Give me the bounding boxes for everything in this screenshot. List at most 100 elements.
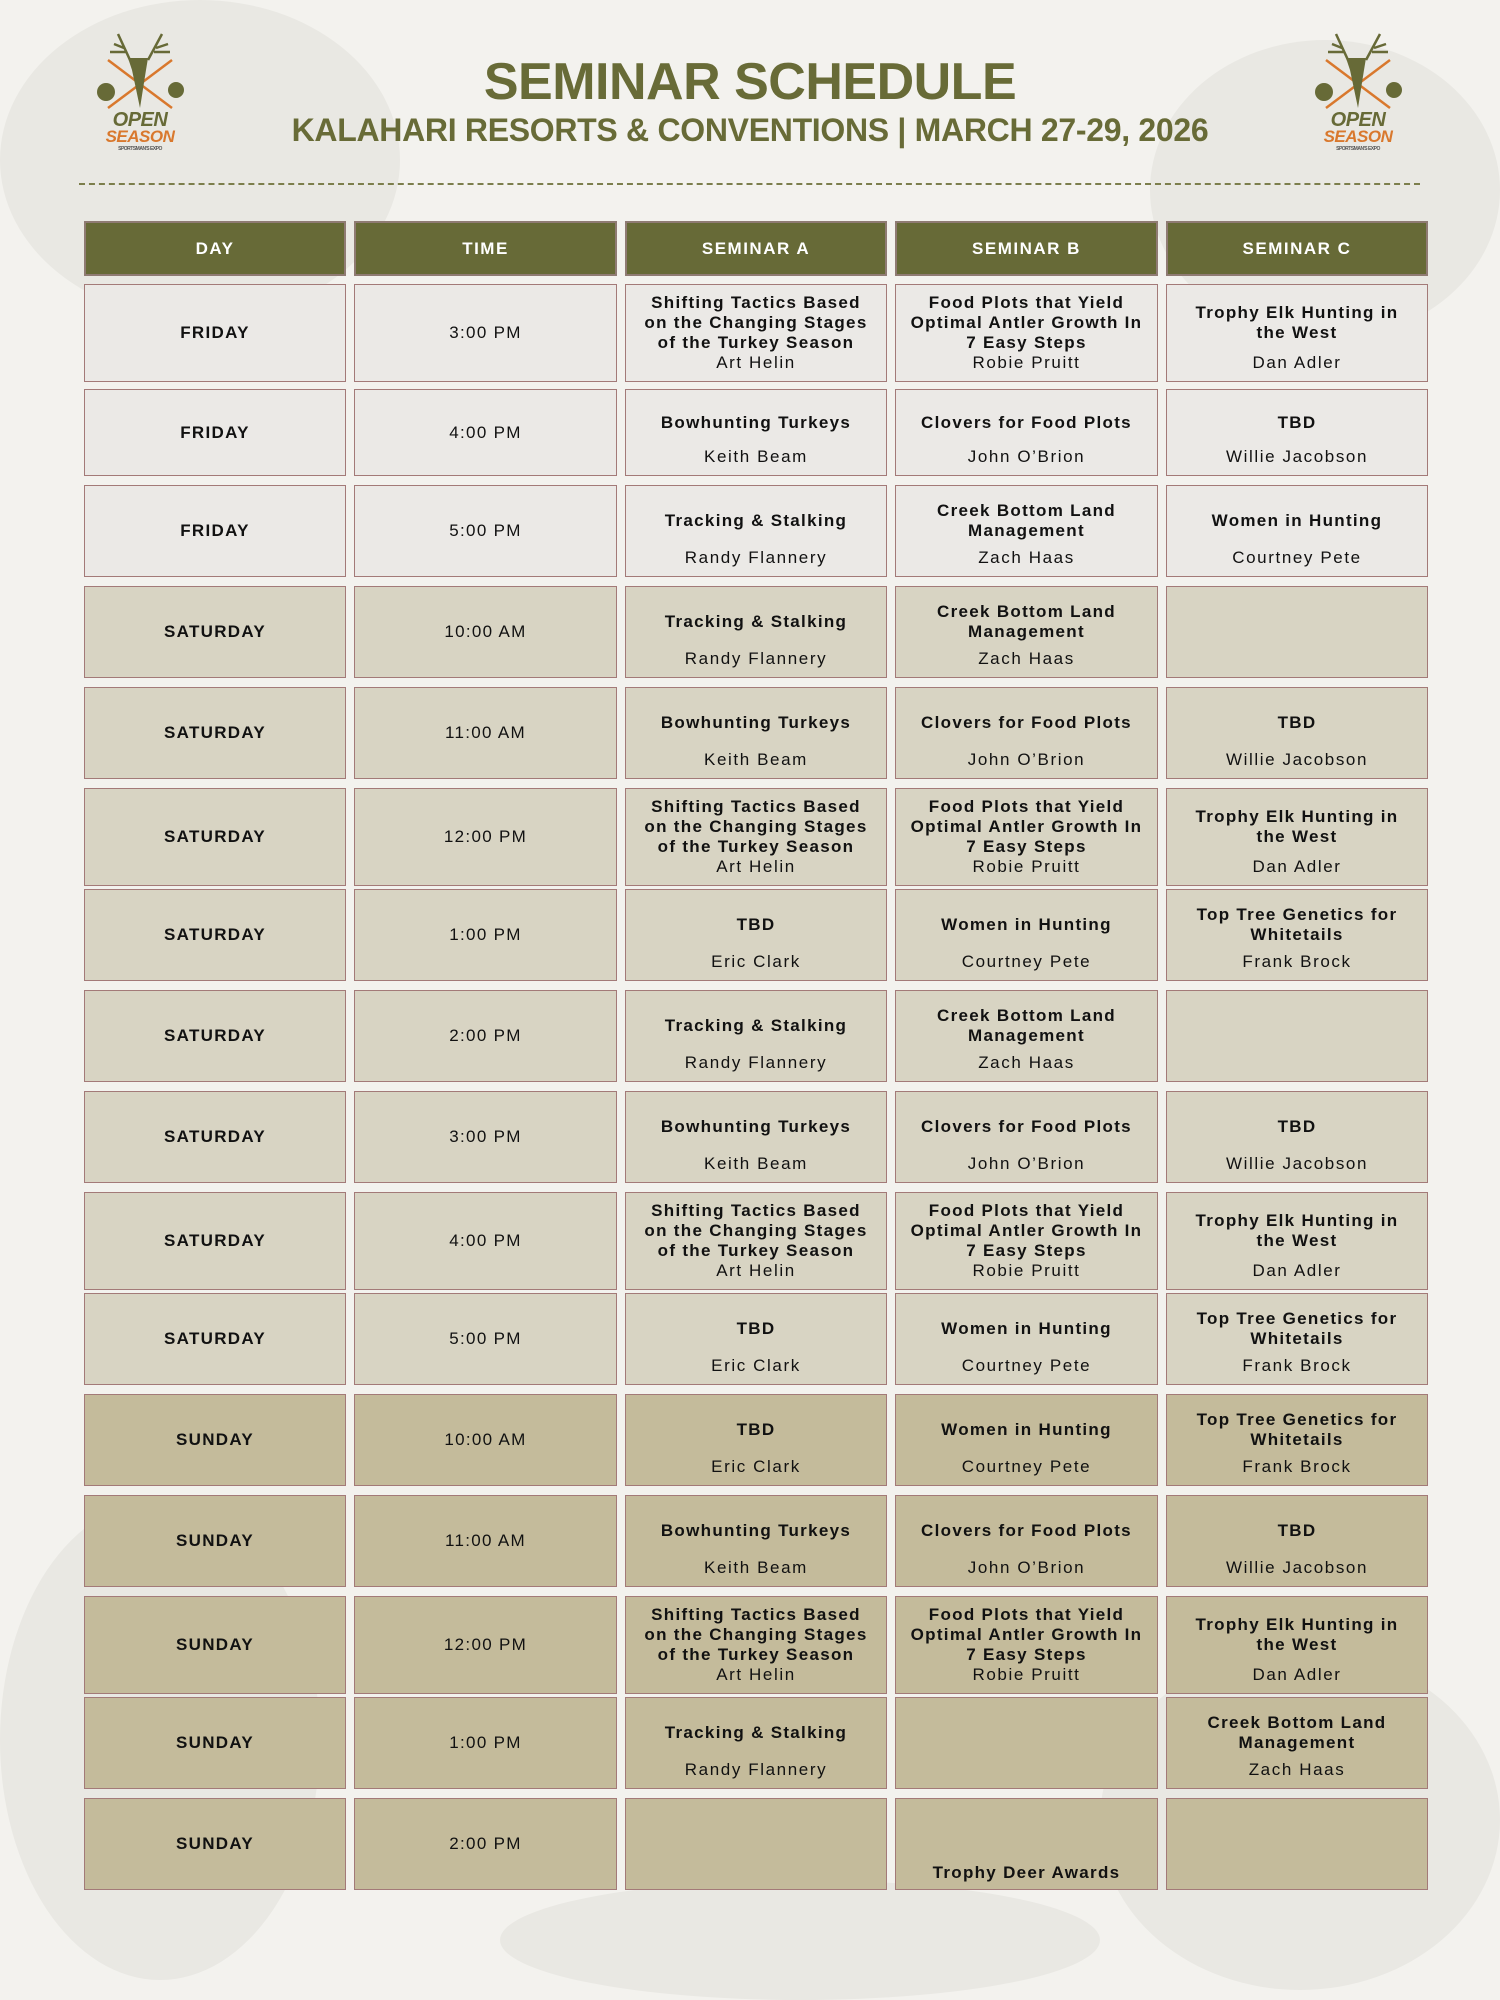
- seminar-b-cell: Creek Bottom Land Management Zach Haas: [895, 485, 1158, 577]
- seminar-b-cell: Creek Bottom Land Management Zach Haas: [895, 586, 1158, 678]
- column-header-seminar-c: SEMINAR C: [1166, 221, 1428, 276]
- seminar-speaker: Frank Brock: [1242, 1356, 1352, 1375]
- day-cell: SATURDAY: [84, 1192, 346, 1290]
- time-label: 4:00 PM: [449, 1231, 522, 1250]
- seminar-speaker: Frank Brock: [1242, 952, 1352, 971]
- seminar-title: Trophy Deer Awards: [932, 1863, 1121, 1882]
- seminar-a-cell: [625, 1798, 887, 1890]
- seminar-a-cell: Shifting Tactics Based on the Changing S…: [625, 788, 887, 886]
- seminar-title: Trophy Elk Hunting in the West: [1195, 1615, 1399, 1654]
- column-header-time: TIME: [354, 221, 617, 276]
- table-row: SATURDAY 5:00 PM TBD Eric Clark Women in Hun…: [84, 1293, 1428, 1385]
- day-cell: SUNDAY: [84, 1495, 346, 1587]
- seminar-speaker: Willie Jacobson: [1225, 447, 1369, 466]
- logo-text: SEASON: [1323, 127, 1393, 146]
- seminar-c-cell: Trophy Elk Hunting in the West Dan Adler: [1166, 1596, 1428, 1694]
- seminar-c-cell: TBD Willie Jacobson: [1166, 687, 1428, 779]
- seminar-speaker: Dan Adler: [1252, 857, 1342, 876]
- seminar-c-cell: TBD Willie Jacobson: [1166, 389, 1428, 476]
- seminar-c-cell: Trophy Elk Hunting in the West Dan Adler: [1166, 788, 1428, 886]
- seminar-title: TBD: [1277, 412, 1317, 432]
- seminar-title: Women in Hunting: [941, 1319, 1112, 1338]
- seminar-speaker: Robie Pruitt: [972, 1261, 1081, 1280]
- seminar-speaker: Dan Adler: [1252, 353, 1342, 372]
- seminar-speaker: Robie Pruitt: [972, 857, 1081, 876]
- seminar-b-cell: Food Plots that Yield Optimal Antler Gro…: [895, 1596, 1158, 1694]
- seminar-title: Creek Bottom Land Management: [937, 501, 1116, 540]
- day-cell: SATURDAY: [84, 687, 346, 779]
- seminar-speaker: Art Helin: [716, 353, 796, 372]
- seminar-c-cell: TBD Willie Jacobson: [1166, 1495, 1428, 1587]
- seminar-c-cell: Women in Hunting Courtney Pete: [1166, 485, 1428, 577]
- seminar-speaker: Zach Haas: [1248, 1760, 1346, 1779]
- table-row: SUNDAY 2:00 PM Trophy Deer Awards: [84, 1798, 1428, 1890]
- time-cell: 10:00 AM: [354, 1394, 617, 1486]
- time-cell: 4:00 PM: [354, 389, 617, 476]
- seminar-title: TBD: [1277, 1521, 1317, 1540]
- seminar-a-cell: Tracking & Stalking Randy Flannery: [625, 586, 887, 678]
- seminar-speaker: Randy Flannery: [684, 649, 828, 668]
- seminar-b-cell: Clovers for Food Plots John O’Brion: [895, 389, 1158, 476]
- time-cell: 5:00 PM: [354, 485, 617, 577]
- schedule-table: DAY TIME SEMINAR A SEMINAR B SEMINAR C F…: [84, 221, 1428, 1890]
- logo-text: OPEN: [1330, 109, 1386, 131]
- seminar-title: Trophy Elk Hunting in the West: [1195, 303, 1399, 342]
- open-season-logo-left: OPEN SEASON SPORTSMAN'S EXPO: [88, 30, 192, 156]
- seminar-c-cell: Creek Bottom Land Management Zach Haas: [1166, 1697, 1428, 1789]
- seminar-speaker: Frank Brock: [1242, 1457, 1352, 1476]
- day-label: SATURDAY: [163, 622, 267, 641]
- seminar-title: Food Plots that Yield Optimal Antler Gro…: [910, 1201, 1143, 1260]
- seminar-title: Bowhunting Turkeys: [660, 412, 852, 432]
- seminar-speaker: Dan Adler: [1252, 1261, 1342, 1280]
- time-cell: 3:00 PM: [354, 1091, 617, 1183]
- day-cell: SATURDAY: [84, 889, 346, 981]
- day-label: FRIDAY: [180, 323, 250, 342]
- day-label: SUNDAY: [175, 1733, 255, 1752]
- time-label: 10:00 AM: [444, 622, 527, 641]
- seminar-b-cell: Food Plots that Yield Optimal Antler Gro…: [895, 1192, 1158, 1290]
- seminar-title: Tracking & Stalking: [664, 612, 848, 631]
- table-row: SATURDAY 10:00 AM Tracking & Stalking Randy…: [84, 586, 1428, 678]
- deer-antlers-icon: [1315, 33, 1402, 109]
- time-label: 4:00 PM: [449, 422, 522, 442]
- logo-text: SPORTSMAN'S EXPO: [118, 146, 162, 152]
- day-cell: SATURDAY: [84, 1091, 346, 1183]
- time-label: 11:00 AM: [445, 1531, 526, 1550]
- day-cell: SATURDAY: [84, 990, 346, 1082]
- seminar-speaker: Courtney Pete: [1232, 548, 1362, 567]
- day-label: SATURDAY: [163, 1127, 267, 1146]
- seminar-title: Top Tree Genetics for Whitetails: [1196, 1309, 1398, 1348]
- deer-antlers-icon: [97, 33, 184, 109]
- logo-text: SPORTSMAN'S EXPO: [1336, 146, 1380, 152]
- time-label: 12:00 PM: [443, 827, 528, 846]
- seminar-title: Food Plots that Yield Optimal Antler Gro…: [910, 797, 1143, 856]
- dashed-divider: [79, 183, 1420, 185]
- seminar-title: TBD: [1277, 1117, 1317, 1136]
- seminar-a-cell: Tracking & Stalking Randy Flannery: [625, 485, 887, 577]
- day-label: SATURDAY: [163, 723, 267, 742]
- open-season-logo-right: OPEN SEASON SPORTSMAN'S EXPO: [1306, 30, 1410, 156]
- seminar-title: Tracking & Stalking: [664, 511, 848, 530]
- page-subtitle: KALAHARI RESORTS & CONVENTIONS | MARCH 2…: [291, 112, 1209, 148]
- time-cell: 2:00 PM: [354, 990, 617, 1082]
- seminar-speaker: John O’Brion: [967, 1558, 1086, 1577]
- seminar-speaker: Robie Pruitt: [972, 1665, 1081, 1684]
- seminar-a-cell: Tracking & Stalking Randy Flannery: [625, 1697, 887, 1789]
- table-row: SUNDAY 10:00 AM TBD Eric Clark Women in Hunt…: [84, 1394, 1428, 1486]
- table-row: SATURDAY 2:00 PM Tracking & Stalking Randy …: [84, 990, 1428, 1082]
- seminar-title: Tracking & Stalking: [664, 1016, 848, 1035]
- seminar-b-cell: Trophy Deer Awards: [895, 1798, 1158, 1890]
- table-row: SUNDAY 1:00 PM Tracking & Stalking Randy Fl…: [84, 1697, 1428, 1789]
- seminar-a-cell: Shifting Tactics Based on the Changing S…: [625, 1596, 887, 1694]
- seminar-speaker: Eric Clark: [711, 952, 801, 971]
- seminar-speaker: Zach Haas: [978, 548, 1075, 567]
- seminar-b-cell: Clovers for Food Plots John O’Brion: [895, 1495, 1158, 1587]
- camo-pattern: [500, 1880, 1100, 2000]
- seminar-title: Creek Bottom Land Management: [937, 602, 1116, 641]
- seminar-speaker: John O’Brion: [967, 750, 1086, 769]
- table-row: SUNDAY 12:00 PM Shifting Tactics Based on …: [84, 1596, 1428, 1694]
- seminar-title: Bowhunting Turkeys: [660, 1521, 852, 1540]
- table-row: FRIDAY 5:00 PM Tracking & Stalking Randy Fl…: [84, 485, 1428, 577]
- seminar-a-cell: Tracking & Stalking Randy Flannery: [625, 990, 887, 1082]
- seminar-title: Shifting Tactics Based on the Changing S…: [644, 293, 868, 352]
